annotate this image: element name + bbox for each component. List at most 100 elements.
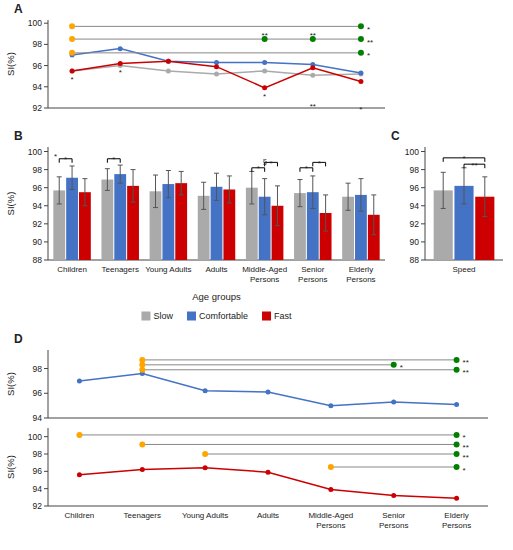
bracket-label: * — [462, 154, 465, 163]
y-tick — [44, 151, 48, 152]
point — [118, 61, 123, 66]
error-bar — [371, 195, 376, 235]
y-tick — [421, 151, 425, 152]
sig-dot-end — [454, 432, 460, 438]
error-bar — [179, 171, 184, 195]
y-tick — [44, 223, 48, 224]
y-tick-label: 96 — [33, 466, 43, 476]
x-tick-label-line: Persons — [379, 521, 408, 530]
x-tick-label-line: Elderly — [444, 511, 468, 520]
point — [166, 59, 171, 64]
sig-mid-label: ** — [310, 31, 316, 40]
point — [266, 390, 271, 395]
sig-dot-start — [69, 23, 75, 29]
y-tick-label: 88 — [33, 255, 43, 265]
annotations: ***** — [400, 358, 469, 377]
x-tick-label-line: Young Adults — [145, 265, 191, 274]
sig-dot-end — [391, 362, 397, 368]
point — [262, 60, 267, 65]
sig-label: ** — [463, 453, 469, 462]
annotation: * — [119, 68, 122, 77]
legend-label: Fast — [274, 311, 292, 321]
bracket-label: * — [305, 164, 308, 173]
x-tick-label-line: Adults — [257, 511, 279, 520]
y-tick-label: 92 — [33, 103, 43, 113]
x-tick-label: Teenagers — [124, 511, 161, 520]
point — [214, 64, 219, 69]
y-tick-label: 98 — [410, 165, 420, 175]
y-tick-label: 96 — [410, 183, 420, 193]
line — [79, 468, 456, 498]
bar — [101, 180, 113, 260]
plot-area — [434, 158, 495, 260]
x-tick-label: ElderlyPersons — [442, 511, 471, 530]
annotation: * — [263, 92, 266, 101]
panel: 889092949698100SpeedC*** — [391, 129, 503, 274]
x-tick-label-line: Persons — [316, 521, 345, 530]
error-bar — [358, 179, 363, 212]
sig-label: ** — [463, 368, 469, 377]
y-axis-line — [48, 147, 49, 260]
error-bar — [262, 179, 267, 215]
annotations: ************** — [71, 25, 374, 114]
y-tick — [44, 241, 48, 242]
plot-area — [53, 159, 379, 260]
sig-line — [205, 454, 456, 455]
legend-swatch — [262, 312, 271, 321]
point — [203, 465, 208, 470]
sig-label: * — [400, 363, 403, 372]
y-tick — [44, 488, 48, 489]
sig-label: ** — [463, 443, 469, 452]
panel: 949698SI(%)D***** — [5, 332, 488, 423]
y-tick-label: 100 — [28, 18, 42, 28]
point — [328, 487, 333, 492]
y-tick — [44, 108, 48, 109]
y-tick-label: 98 — [33, 165, 43, 175]
bracket-label: * — [257, 164, 260, 173]
y-tick — [44, 23, 48, 24]
y-tick-label: 92 — [33, 501, 43, 511]
x-tick-label-line: Senior — [382, 511, 405, 520]
y-tick-label: 96 — [33, 61, 43, 71]
error-bar — [275, 186, 280, 226]
x-tick-label-line: Middle-Aged — [308, 511, 353, 520]
error-bar — [310, 176, 315, 209]
error-bar — [441, 172, 446, 208]
annotation: * — [71, 75, 74, 84]
sig-dot-end — [454, 451, 460, 457]
y-tick-label: 96 — [33, 183, 43, 193]
sig-dot-start — [202, 451, 208, 457]
bar — [66, 178, 78, 260]
panel-title: A — [14, 2, 23, 16]
plot-area — [76, 432, 459, 501]
annotation: * — [359, 105, 362, 114]
y-tick-label: 94 — [33, 82, 43, 92]
x-tick-label: Speed — [452, 265, 475, 274]
point — [70, 68, 75, 73]
x-axis-label: Age groups — [192, 291, 241, 302]
error-bar — [82, 179, 87, 206]
y-tick — [421, 205, 425, 206]
legend-label: Comfortable — [199, 311, 248, 321]
y-axis-label: SI(%) — [5, 52, 16, 76]
legend: SlowComfortableFast — [141, 311, 292, 321]
point — [266, 470, 271, 475]
error-bar — [105, 169, 110, 191]
y-tick-label: 92 — [410, 219, 420, 229]
x-tick-label-line: Middle-Aged — [242, 265, 287, 274]
y-axis-label: SI(%) — [5, 192, 16, 216]
annotation: ** — [310, 102, 316, 111]
point — [391, 493, 396, 498]
x-tick-label-line: Speed — [452, 265, 475, 274]
error-bar — [249, 171, 254, 204]
bracket-label: ** — [471, 161, 477, 170]
sig-dot-end — [454, 357, 460, 363]
bar — [114, 174, 126, 260]
error-bar — [214, 173, 219, 200]
x-tick-label-line: Children — [57, 265, 87, 274]
annotation: * — [54, 152, 57, 161]
line — [79, 373, 456, 405]
x-tick-label: Middle-AgedPersons — [242, 265, 287, 284]
point — [310, 73, 315, 78]
x-tick-label: Young Adults — [182, 511, 228, 520]
